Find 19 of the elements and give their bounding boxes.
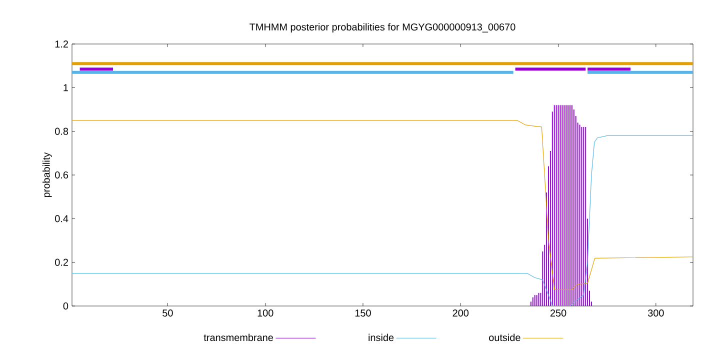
- x-tick-label: 150: [355, 310, 371, 317]
- y-axis-title: probability: [42, 152, 52, 198]
- x-tick-label: 200: [452, 310, 469, 317]
- y-tick-label: 0.4: [55, 215, 68, 222]
- legend-label: transmembrane: [204, 334, 273, 342]
- chart-title: TMHMM posterior probabilities for MGYG000000913_00670: [250, 23, 516, 32]
- x-tick-label: 250: [550, 310, 566, 317]
- y-tick-label: 0.6: [55, 171, 68, 179]
- y-tick-label: 0: [63, 302, 68, 310]
- y-tick-label: 0.2: [55, 258, 68, 266]
- y-tick-label: 0.8: [55, 128, 68, 135]
- x-tick-label: 100: [258, 310, 274, 317]
- x-tick-label: 300: [648, 310, 664, 317]
- line-series: [72, 120, 694, 290]
- x-tick-label: 50: [162, 310, 173, 317]
- y-tick-label: 1: [64, 84, 68, 92]
- legend-label: outside: [489, 334, 520, 342]
- legend-label: inside: [368, 334, 394, 342]
- y-tick-label: 1.2: [55, 40, 68, 48]
